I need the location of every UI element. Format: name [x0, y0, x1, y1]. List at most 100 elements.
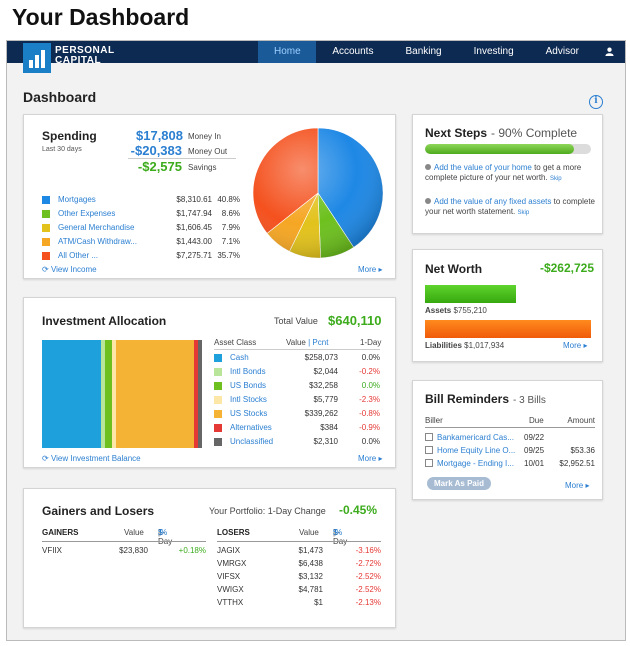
spending-category-row[interactable]: Mortgages $8,310.61 40.8%	[40, 195, 240, 208]
nav-home[interactable]: Home	[258, 41, 317, 63]
mark-as-paid-button[interactable]: Mark As Paid	[427, 477, 491, 490]
gainer-row[interactable]: VFIIX $23,830 +0.18%	[42, 546, 206, 559]
gainers-dollar-toggle[interactable]: $	[158, 528, 163, 537]
legend-swatch	[214, 382, 222, 390]
asset-class-row[interactable]: Cash $258,073 0.0%	[214, 353, 380, 366]
nav-investing[interactable]: Investing	[473, 46, 514, 57]
asset-class-value: $2,310	[313, 437, 338, 446]
asset-class-row[interactable]: Intl Bonds $2,044 -0.2%	[214, 367, 380, 380]
refresh-icon: ⟳	[42, 265, 49, 274]
bill-row: Home Equity Line O... 09/25 $53.36	[425, 446, 595, 458]
logo[interactable]: PERSONAL CAPITAL	[23, 43, 115, 75]
investment-card: Investment Allocation Total Value $640,1…	[23, 297, 396, 468]
category-percent: 35.7%	[217, 251, 240, 260]
add-fixed-assets-link[interactable]: Add the value of any fixed assets	[434, 197, 552, 206]
total-value: $640,110	[328, 313, 382, 328]
spending-more-link[interactable]: More ▸	[358, 265, 383, 274]
pcnt-toggle[interactable]: Pcnt	[312, 338, 329, 347]
losers-dollar-toggle[interactable]: $	[333, 528, 338, 537]
biller-name[interactable]: Mortgage - Ending I...	[437, 459, 514, 468]
loser-row[interactable]: VMRGX $6,438 -2.72%	[217, 559, 381, 572]
loser-row[interactable]: VWIGX $4,781 -2.52%	[217, 585, 381, 598]
spending-category-row[interactable]: All Other ... $7,275.71 35.7%	[40, 251, 240, 264]
allocation-segment-unclassified[interactable]	[197, 340, 202, 448]
asset-class-name: Cash	[230, 353, 249, 362]
biller-name[interactable]: Bankamericard Cas...	[437, 433, 514, 442]
category-percent: 40.8%	[217, 195, 240, 204]
investment-more-link[interactable]: More ▸	[358, 454, 383, 463]
next-steps-progress-fill	[425, 144, 575, 154]
asset-class-row[interactable]: Unclassified $2,310 0.0%	[214, 437, 380, 450]
allocation-segment-cash[interactable]	[42, 340, 101, 448]
gainers-pct-toggle[interactable]: %	[160, 528, 168, 537]
legend-swatch	[214, 368, 222, 376]
position-value: $3,132	[298, 572, 323, 581]
bill-checkbox[interactable]	[425, 446, 433, 454]
next-step-item: Add the value of your home to get a more…	[425, 163, 582, 182]
one-day-change: -2.72%	[355, 559, 381, 568]
allocation-segment-intl-bonds[interactable]	[100, 340, 105, 448]
money-out-label: Money Out	[188, 147, 228, 156]
asset-class-row[interactable]: Intl Stocks $5,779 -2.3%	[214, 395, 380, 408]
spending-pie-chart	[252, 127, 384, 259]
asset-class-row[interactable]: US Stocks $339,262 -0.8%	[214, 409, 380, 422]
asset-class-row[interactable]: US Bonds $32,258 0.0%	[214, 381, 380, 394]
nav-accounts[interactable]: Accounts	[332, 46, 374, 57]
refresh-icon: ⟳	[42, 454, 49, 463]
allocation-segment-intl-stocks[interactable]	[112, 340, 117, 448]
spending-category-row[interactable]: Other Expenses $1,747.94 8.6%	[40, 209, 240, 222]
net-worth-more-link[interactable]: More ▸	[563, 341, 588, 350]
ticker: VMRGX	[217, 559, 247, 568]
spending-category-row[interactable]: ATM/Cash Withdraw... $1,443.00 7.1%	[40, 237, 240, 250]
bill-checkbox[interactable]	[425, 459, 433, 467]
biller-name[interactable]: Home Equity Line O...	[437, 446, 516, 455]
spending-category-row[interactable]: General Merchandise $1,606.45 7.9%	[40, 223, 240, 236]
info-icon[interactable]: i	[589, 95, 603, 109]
nav-banking[interactable]: Banking	[405, 46, 442, 57]
allocation-bar-chart	[42, 340, 202, 448]
position-value: $1	[314, 598, 323, 607]
skip-link[interactable]: Skip	[517, 210, 530, 216]
view-investment-balance-link[interactable]: ⟳ View Investment Balance	[42, 454, 141, 463]
one-day-change: -2.52%	[355, 572, 381, 581]
legend-swatch	[42, 196, 50, 204]
asset-class-value: $384	[320, 423, 338, 432]
category-name: Other Expenses	[58, 209, 116, 218]
bills-more-link[interactable]: More ▸	[565, 481, 590, 490]
nav-advisor[interactable]: Advisor	[545, 46, 579, 57]
next-steps-title: Next Steps - 90% Complete	[425, 126, 578, 140]
allocation-segment-alternatives[interactable]	[193, 340, 198, 448]
money-in-value: $17,808	[136, 128, 183, 143]
app-window: Home Accounts Banking Investing Advisor …	[6, 40, 626, 641]
allocation-segment-us-bonds[interactable]	[104, 340, 113, 448]
asset-class-row[interactable]: Alternatives $384 -0.9%	[214, 423, 380, 436]
loser-row[interactable]: JAGIX $1,473 -3.16%	[217, 546, 381, 559]
category-value: $1,747.94	[176, 209, 212, 218]
ticker: VTTHX	[217, 598, 244, 607]
asset-class-value: $32,258	[309, 381, 338, 390]
portfolio-change-value: -0.45%	[339, 503, 378, 517]
bill-checkbox[interactable]	[425, 433, 433, 441]
total-value-label: Total Value	[274, 316, 318, 326]
investment-title: Investment Allocation	[42, 314, 167, 328]
asset-class-value: $339,262	[304, 409, 338, 418]
user-icon[interactable]	[595, 41, 625, 63]
losers-pct-toggle[interactable]: %	[335, 528, 343, 537]
bullet-icon	[425, 164, 431, 170]
category-name: Mortgages	[58, 195, 96, 204]
category-value: $7,275.71	[176, 251, 212, 260]
allocation-segment-us-stocks[interactable]	[116, 340, 194, 448]
bill-due-date: 09/22	[524, 433, 545, 442]
position-value: $1,473	[298, 546, 323, 555]
asset-class-name: Intl Stocks	[230, 395, 267, 404]
view-income-link[interactable]: ⟳ View Income	[42, 265, 97, 274]
net-worth-card: Net Worth -$262,725 Assets $755,210 Liab…	[412, 249, 603, 362]
loser-row[interactable]: VIFSX $3,132 -2.52%	[217, 572, 381, 585]
top-navbar: Home Accounts Banking Investing Advisor	[7, 41, 625, 63]
asset-class-change: 0.0%	[361, 381, 380, 390]
asset-class-name: US Bonds	[230, 381, 267, 390]
page-heading: Your Dashboard	[12, 4, 190, 30]
loser-row[interactable]: VTTHX $1 -2.13%	[217, 598, 381, 611]
add-home-value-link[interactable]: Add the value of your home	[434, 163, 532, 172]
skip-link[interactable]: Skip	[549, 176, 562, 182]
